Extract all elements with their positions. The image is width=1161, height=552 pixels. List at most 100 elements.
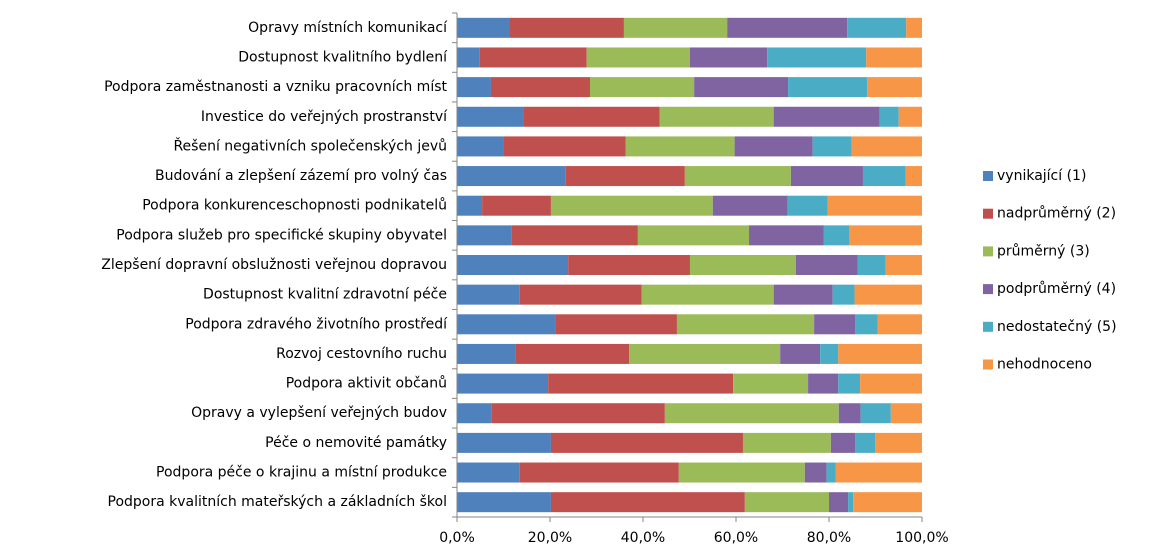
bar-segment <box>625 136 735 157</box>
category-label: Podpora aktivit občanů <box>286 376 447 392</box>
x-tick-label: 20,0% <box>528 530 572 546</box>
bar-segment <box>814 314 856 335</box>
category-label: Podpora konkurenceschopnosti podnikatelů <box>142 198 447 214</box>
category-label: Opravy místních komunikací <box>248 20 448 36</box>
bar-segment <box>780 343 821 364</box>
bar-segment <box>457 106 524 127</box>
bar-segment <box>457 462 520 483</box>
bar-segment <box>827 195 922 216</box>
legend-swatch <box>983 208 993 219</box>
legend-label: podprůměrný (4) <box>997 281 1116 297</box>
bar-segment <box>550 492 745 513</box>
legend-label: nadprůměrný (2) <box>997 206 1116 222</box>
bar-segment <box>659 106 774 127</box>
bar-segment <box>877 314 922 335</box>
bar-segment <box>853 492 922 513</box>
bar-segment <box>457 17 511 38</box>
bar-segment <box>905 166 922 187</box>
bar-segment <box>734 136 813 157</box>
bar-segment <box>457 432 551 453</box>
bar-segment <box>689 255 796 275</box>
bar-segment <box>629 343 781 364</box>
bar-segment <box>808 373 839 394</box>
bar-segment <box>457 343 516 364</box>
bar-segment <box>848 492 854 513</box>
bar-segment <box>565 166 685 187</box>
bar-segment <box>641 284 774 305</box>
bar-segment <box>457 492 551 513</box>
bar-segment <box>457 314 556 335</box>
category-label: Řešení negativních společenských jevů <box>173 137 447 154</box>
bar-segment <box>589 77 695 98</box>
bar-segment <box>712 195 788 216</box>
bar-segment <box>867 77 922 98</box>
bar-segment <box>689 47 768 68</box>
bar-segment <box>860 373 922 394</box>
category-label: Podpora služeb pro specifické skupiny ob… <box>116 227 447 243</box>
bar-segment <box>875 432 922 453</box>
bar-segment <box>503 136 626 157</box>
legend-swatch <box>983 246 993 257</box>
bar-segment <box>787 195 828 216</box>
category-label: Podpora zaměstnanosti a vzniku pracovníc… <box>104 79 447 95</box>
bar-segment <box>773 106 880 127</box>
bar-segment <box>855 314 878 335</box>
bar-segment <box>637 225 750 246</box>
bar-segment <box>457 284 520 305</box>
bar-segment <box>457 136 504 157</box>
bar-segment <box>457 225 512 246</box>
bar-segment <box>457 166 566 187</box>
bar-segment <box>678 462 805 483</box>
bar-segment <box>835 462 922 483</box>
bar-segment <box>804 462 827 483</box>
bar-segment <box>482 195 551 216</box>
bar-segment <box>548 373 734 394</box>
bar-segment <box>866 47 922 68</box>
bar-segment <box>694 77 789 98</box>
bar-segment <box>854 284 922 305</box>
category-label: Rozvoj cestovního ruchu <box>276 346 447 362</box>
bar-segment <box>664 403 839 424</box>
bar-segment <box>906 17 922 38</box>
bar-segment <box>479 47 587 68</box>
bar-segment <box>838 403 861 424</box>
bar-segment <box>860 403 891 424</box>
bar-segment <box>515 343 630 364</box>
bar-segment <box>885 255 922 275</box>
bar-segment <box>523 106 660 127</box>
bar-segment <box>823 225 849 246</box>
bar-segment <box>490 77 590 98</box>
bar-segment <box>623 17 728 38</box>
bar-segment <box>519 284 642 305</box>
legend-label: nehodnoceno <box>997 357 1092 373</box>
category-label: Investice do veřejných prostranství <box>201 109 448 125</box>
x-tick-label: 0,0% <box>439 530 475 546</box>
bar-segment <box>788 77 868 98</box>
bar-segment <box>550 432 743 453</box>
bar-segment <box>744 492 829 513</box>
category-label: Podpora zdravého životního prostředí <box>185 316 448 332</box>
bar-segment <box>847 17 907 38</box>
category-label: Dostupnost kvalitního bydlení <box>238 49 448 65</box>
legend-label: nedostatečný (5) <box>997 319 1117 335</box>
bar-segment <box>851 136 922 157</box>
bar-segment <box>555 314 677 335</box>
bar-segment <box>511 225 638 246</box>
legend-swatch <box>983 284 993 295</box>
category-label: Budování a zlepšení zázemí pro volný čas <box>155 168 447 184</box>
bar-segment <box>862 166 906 187</box>
bar-segment <box>550 195 713 216</box>
bar-segment <box>568 255 690 275</box>
x-tick-label: 100,0% <box>895 530 948 546</box>
bar-segment <box>457 195 483 216</box>
bar-segment <box>510 17 624 38</box>
category-label: Zlepšení dopravní obslužnosti veřejnou d… <box>101 257 447 273</box>
bar-segment <box>742 432 831 453</box>
category-label: Opravy a vylepšení veřejných budov <box>191 405 447 421</box>
bar-segment <box>491 403 665 424</box>
bar-segment <box>457 403 492 424</box>
legend-label: vynikající (1) <box>997 168 1086 184</box>
bar-segment <box>829 492 849 513</box>
bar-segment <box>812 136 852 157</box>
